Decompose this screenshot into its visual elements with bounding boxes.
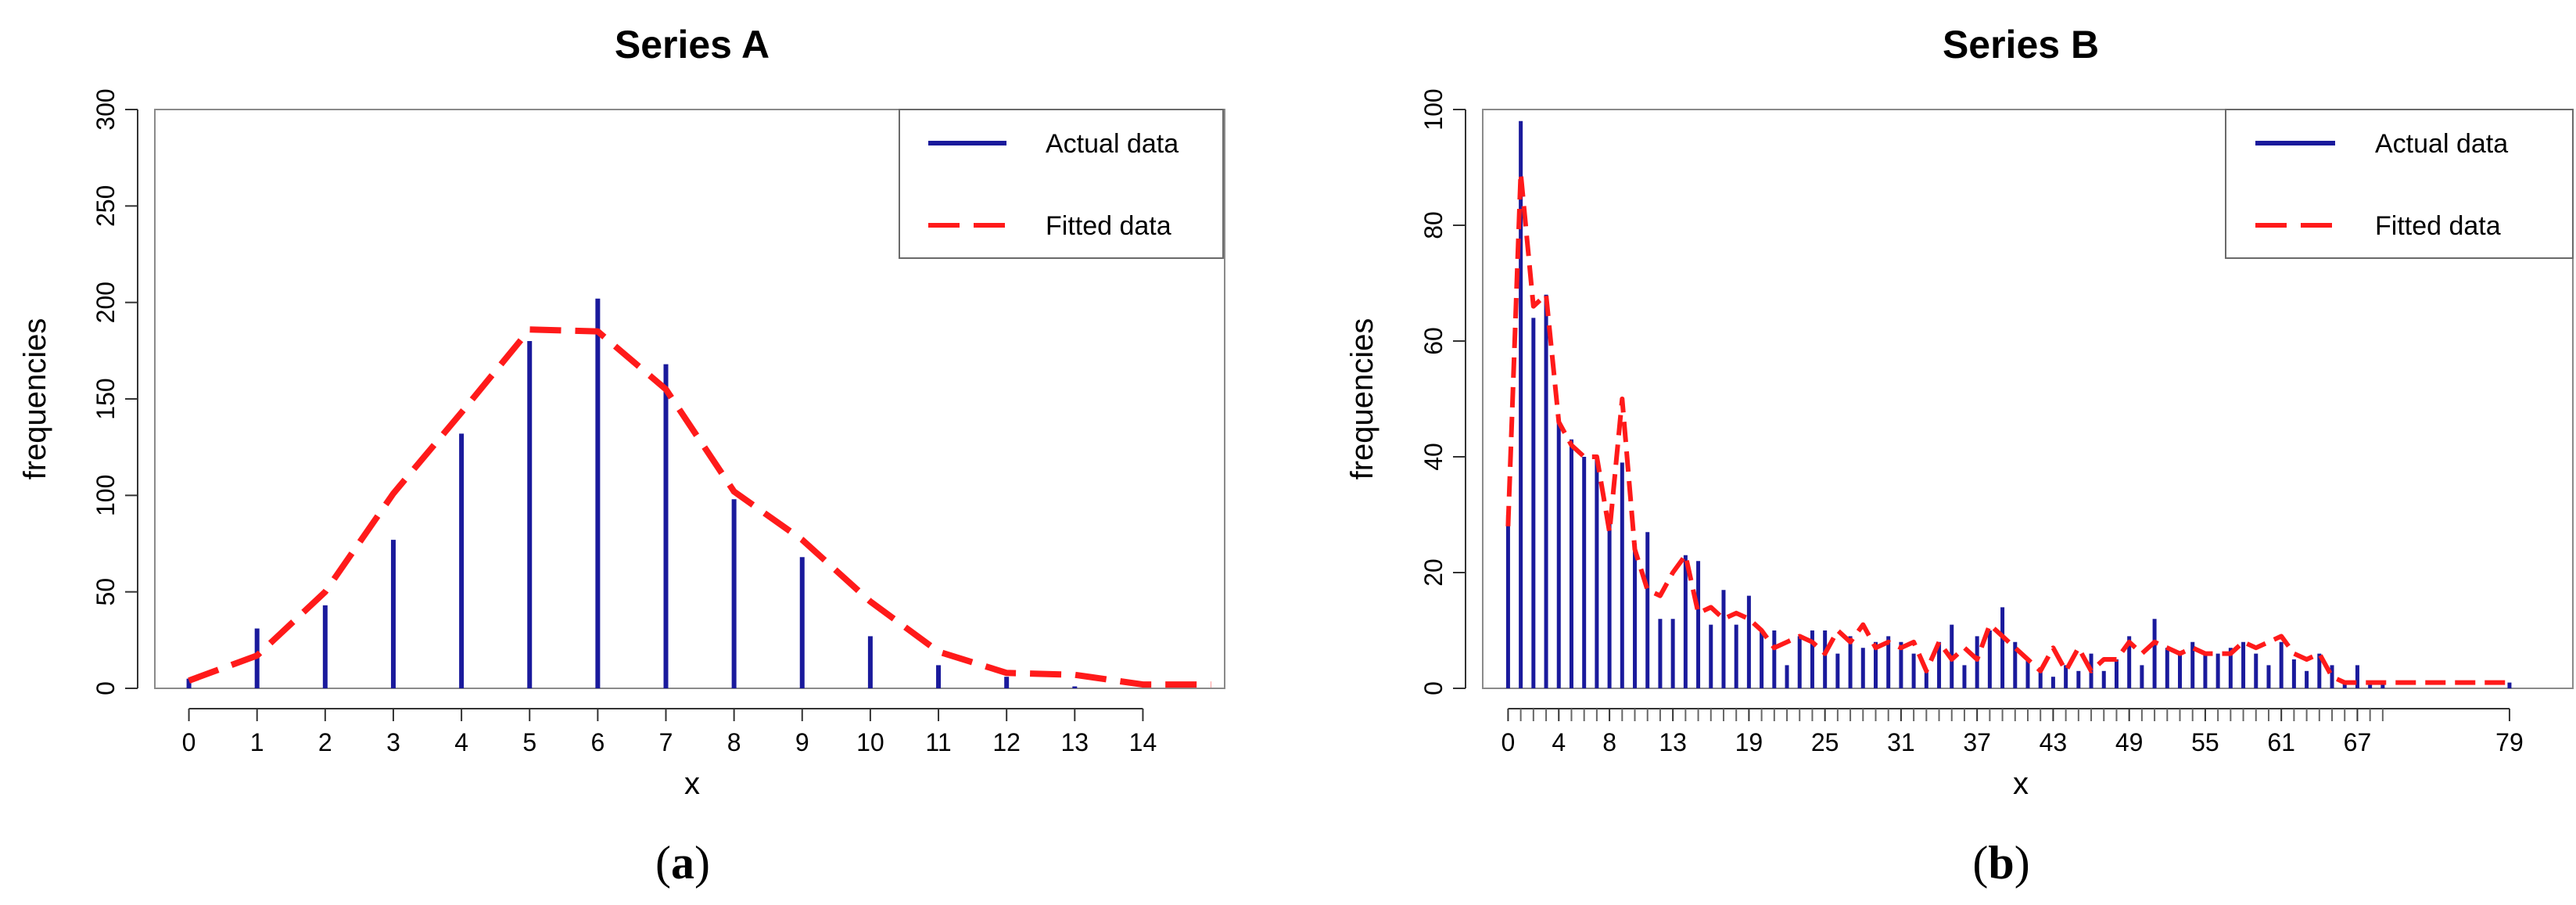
chart-b-minor-ticks [1519,709,2384,721]
b-x-tick-label: 55 [2191,728,2219,756]
a-x-tick-label: 0 [182,728,196,756]
b-x-tick-label: 25 [1811,728,1839,756]
a-x-tick-label: 3 [386,728,400,756]
b-x-tick-label: 4 [1552,728,1566,756]
chart-b-legend-actual-label: Actual data [2375,129,2508,159]
chart-a-legend-actual-label: Actual data [1046,129,1179,159]
chart-a-x-axis-label: x [684,767,700,801]
a-x-tick-label: 2 [318,728,332,756]
a-x-tick-label: 5 [522,728,536,756]
chart-a-actual-series [186,298,1078,688]
a-x-tick-label: 4 [454,728,468,756]
chart-a-plot-frame [154,109,1225,689]
chart-b-legend-box [2225,109,2574,259]
chart-b-legend: Actual data Fitted data [2225,109,2574,259]
chart-b-x-axis-label: x [2013,767,2029,801]
a-x-tick-label: 14 [1129,728,1157,756]
a-y-tick-label: 300 [91,88,120,130]
a-y-tick-label: 150 [91,378,120,419]
chart-series-b: Series B 0 20 40 60 80 100 0 4 8 13 19 25 31 37 43 49 5… [1345,23,2574,889]
b-y-tick-label: 80 [1419,211,1448,239]
a-x-tick-label: 10 [856,728,884,756]
chart-a-title: Series A [615,23,770,66]
a-x-tick-label: 6 [590,728,605,756]
a-y-tick-label: 50 [91,578,120,606]
chart-a-y-axis: 0 50 100 150 200 250 300 [91,88,138,695]
b-x-tick-label: 19 [1735,728,1763,756]
a-x-tick-label: 7 [659,728,673,756]
b-x-tick-label: 8 [1602,728,1616,756]
chart-a-panel-label: (a) [655,837,710,889]
a-y-tick-label: 250 [91,185,120,227]
b-y-tick-label: 20 [1419,558,1448,587]
a-x-tick-label: 9 [795,728,809,756]
b-x-tick-label: 13 [1659,728,1687,756]
chart-b-legend-fitted-label: Fitted data [2375,211,2501,241]
chart-b-y-axis: 0 20 40 60 80 100 [1419,88,1466,695]
chart-a-x-axis: 0 1 2 3 4 5 6 7 8 9 10 11 12 13 14 [182,708,1157,756]
b-x-tick-label: 0 [1501,728,1516,756]
chart-b-y-axis-label: frequencies [1345,318,1379,480]
chart-a-fitted-line [188,326,1211,688]
chart-b-actual-series [1505,120,2512,688]
a-x-tick-label: 13 [1061,728,1089,756]
chart-a-legend-fitted-label: Fitted data [1046,211,1171,241]
a-y-tick-label: 200 [91,282,120,323]
b-y-tick-label: 0 [1419,681,1448,695]
a-x-tick-label: 1 [250,728,264,756]
b-x-tick-label: 67 [2344,728,2372,756]
b-y-tick-label: 100 [1419,88,1448,130]
b-x-tick-label: 79 [2495,728,2524,756]
chart-a-y-axis-label: frequencies [18,318,52,480]
b-x-tick-label: 61 [2267,728,2295,756]
chart-b-panel-label: (b) [1972,837,2029,889]
a-y-tick-label: 100 [91,475,120,516]
a-x-tick-label: 12 [992,728,1021,756]
chart-b-fitted-line [1505,171,2510,685]
b-x-tick-label: 37 [1963,728,1991,756]
b-y-tick-label: 40 [1419,443,1448,471]
a-x-tick-label: 11 [925,728,951,756]
b-x-tick-label: 31 [1887,728,1915,756]
chart-b-title: Series B [1943,23,2099,66]
b-x-tick-label: 49 [2115,728,2144,756]
chart-a-legend: Actual data Fitted data [899,109,1224,259]
b-y-tick-label: 60 [1419,327,1448,355]
a-y-tick-label: 0 [91,681,120,695]
b-x-tick-label: 43 [2040,728,2068,756]
chart-a-legend-box [899,109,1224,259]
chart-b-x-axis: 0 4 8 13 19 25 31 37 43 49 55 61 67 79 [1501,708,2524,756]
a-x-tick-label: 8 [727,728,741,756]
